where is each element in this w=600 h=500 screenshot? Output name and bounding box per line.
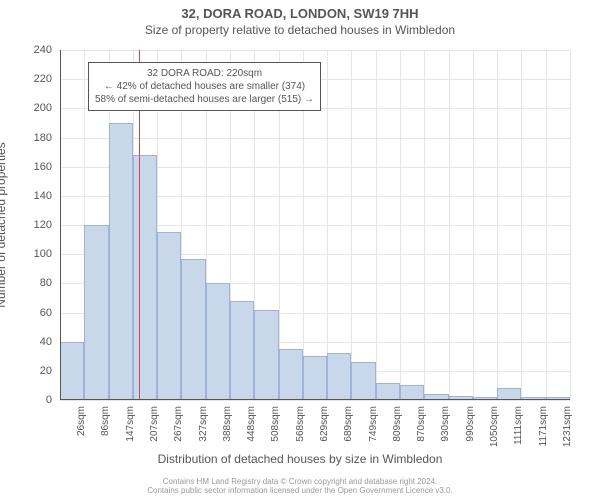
x-tick-label: 508sqm: [270, 406, 281, 442]
histogram-bar: [60, 342, 84, 400]
attribution-line1: Contains HM Land Registry data © Crown c…: [0, 477, 600, 487]
grid-line-v: [327, 50, 328, 400]
chart-subtitle: Size of property relative to detached ho…: [0, 21, 600, 37]
histogram-bar: [230, 301, 254, 400]
y-tick-label: 140: [12, 190, 52, 202]
histogram-bar: [181, 259, 205, 400]
y-tick-label: 0: [12, 394, 52, 406]
x-tick-label: 809sqm: [392, 406, 403, 442]
histogram-bar: [303, 356, 327, 400]
histogram-bar: [157, 232, 181, 400]
chart-container: 32, DORA ROAD, LONDON, SW19 7HH Size of …: [0, 0, 600, 500]
histogram-bar: [327, 353, 351, 400]
grid-line-v: [570, 50, 571, 400]
y-tick-label: 220: [12, 73, 52, 85]
x-tick-label: 267sqm: [173, 406, 184, 442]
y-tick-label: 20: [12, 365, 52, 377]
y-tick-label: 100: [12, 248, 52, 260]
x-tick-label: 26sqm: [76, 406, 87, 436]
x-tick-label: 870sqm: [416, 406, 427, 442]
grid-line-h: [60, 138, 570, 139]
x-tick-label: 629sqm: [319, 406, 330, 442]
x-tick-label: 147sqm: [125, 406, 136, 442]
annotation-line2: ← 42% of detached houses are smaller (37…: [95, 80, 314, 93]
x-tick-label: 1231sqm: [562, 406, 573, 447]
histogram-bar: [376, 383, 400, 401]
attribution-line2: Contains public sector information licen…: [0, 486, 600, 496]
y-tick-label: 40: [12, 336, 52, 348]
y-tick-label: 60: [12, 307, 52, 319]
histogram-bar: [206, 283, 230, 400]
grid-line-v: [424, 50, 425, 400]
x-tick-label: 1111sqm: [513, 406, 524, 445]
grid-line-v: [351, 50, 352, 400]
grid-line-v: [546, 50, 547, 400]
histogram-bar: [351, 362, 375, 400]
x-tick-label: 1171sqm: [538, 406, 549, 446]
y-tick-label: 80: [12, 277, 52, 289]
y-tick-label: 180: [12, 132, 52, 144]
x-tick-label: 448sqm: [246, 406, 257, 442]
plot-area: 32 DORA ROAD: 220sqm ← 42% of detached h…: [60, 50, 570, 400]
x-tick-label: 207sqm: [149, 406, 160, 442]
y-axis-label: Number of detached properties: [0, 142, 8, 307]
x-axis-line: [60, 399, 570, 400]
x-tick-label: 749sqm: [368, 406, 379, 442]
histogram-bar: [254, 310, 278, 400]
histogram-bar: [279, 349, 303, 400]
y-tick-label: 120: [12, 219, 52, 231]
histogram-bar: [400, 385, 424, 400]
x-tick-label: 86sqm: [100, 406, 111, 436]
x-tick-label: 388sqm: [222, 406, 233, 442]
x-tick-label: 930sqm: [440, 406, 451, 442]
annotation-box: 32 DORA ROAD: 220sqm ← 42% of detached h…: [88, 62, 321, 111]
x-axis-label: Distribution of detached houses by size …: [0, 452, 600, 466]
grid-line-h: [60, 50, 570, 51]
annotation-line3: 58% of semi-detached houses are larger (…: [95, 93, 314, 106]
y-tick-label: 160: [12, 161, 52, 173]
y-tick-label: 240: [12, 44, 52, 56]
x-tick-label: 689sqm: [343, 406, 354, 442]
grid-line-v: [521, 50, 522, 400]
y-tick-label: 200: [12, 102, 52, 114]
annotation-line1: 32 DORA ROAD: 220sqm: [95, 67, 314, 80]
histogram-bar: [133, 155, 157, 400]
y-axis-line: [60, 50, 61, 400]
attribution: Contains HM Land Registry data © Crown c…: [0, 477, 600, 496]
chart-title: 32, DORA ROAD, LONDON, SW19 7HH: [0, 0, 600, 21]
x-tick-label: 1050sqm: [489, 406, 500, 447]
histogram-bar: [109, 123, 133, 400]
grid-line-v: [497, 50, 498, 400]
x-tick-label: 990sqm: [465, 406, 476, 442]
grid-line-v: [449, 50, 450, 400]
grid-line-h: [60, 400, 570, 401]
grid-line-v: [400, 50, 401, 400]
x-tick-label: 327sqm: [198, 406, 209, 442]
x-tick-label: 568sqm: [295, 406, 306, 442]
grid-line-v: [473, 50, 474, 400]
grid-line-v: [376, 50, 377, 400]
histogram-bar: [84, 225, 108, 400]
